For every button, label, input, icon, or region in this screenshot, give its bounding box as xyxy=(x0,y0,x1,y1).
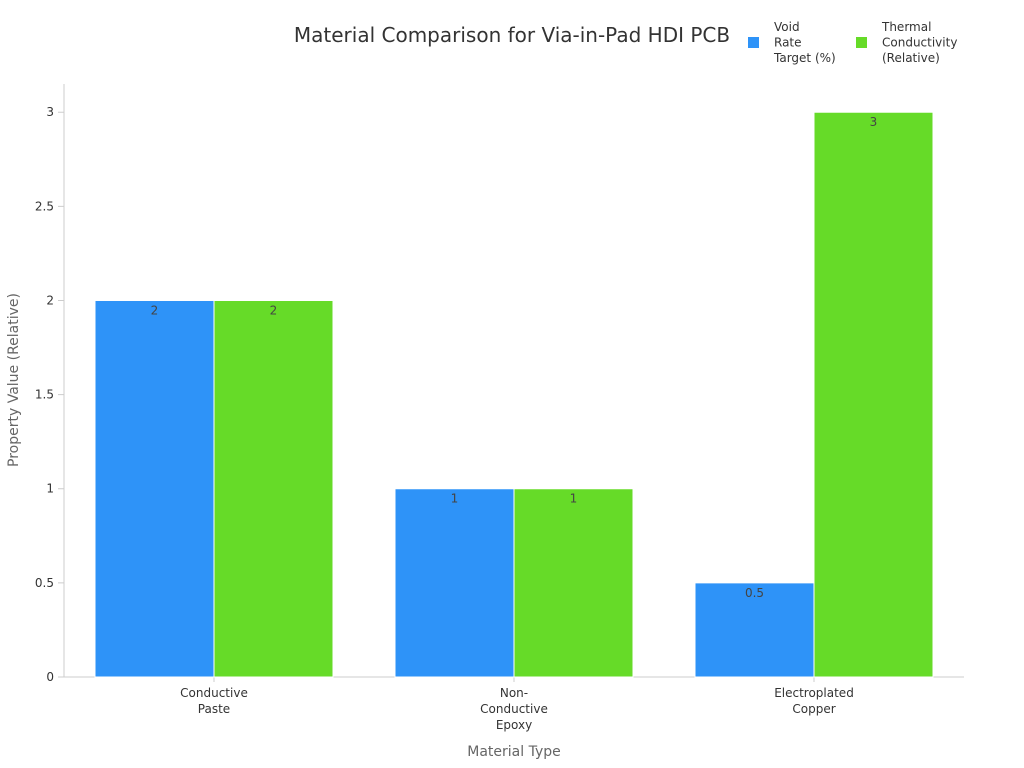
legend-label: Void Rate Target (%) xyxy=(773,20,836,65)
bar-data-labels: 2 2 1 1 0.5 3 xyxy=(151,115,878,600)
data-label-series-1-category-0: 2 xyxy=(270,303,278,317)
y-axis-title: Property Value (Relative) xyxy=(6,293,22,467)
x-tick-label-line: Paste xyxy=(198,702,230,716)
y-tick-label: 1 xyxy=(46,482,54,496)
data-label-series-0-category-1: 1 xyxy=(451,492,459,506)
y-tick-label: 2 xyxy=(46,293,54,307)
y-tick-label: 2.5 xyxy=(35,199,54,213)
x-axis-title: Material Type xyxy=(467,744,560,760)
legend-label-line: Void xyxy=(774,20,800,34)
legend-item-series-1[interactable]: Thermal Conductivity (Relative) xyxy=(856,20,957,65)
legend-label-line: Target (%) xyxy=(773,51,836,65)
x-tick-label-line: Copper xyxy=(792,702,835,716)
bar-series-1-category-1 xyxy=(513,488,634,678)
legend-label-line: Rate xyxy=(774,36,802,50)
legend-label-line: Thermal xyxy=(881,20,931,34)
x-tick-label: Conductive Paste xyxy=(180,686,248,716)
x-tick-label: Electroplated Copper xyxy=(774,686,854,716)
legend-label-line: Conductivity xyxy=(882,36,957,50)
y-tick-label: 0 xyxy=(46,670,54,684)
legend: Void Rate Target (%) Thermal Conductivity (Re… xyxy=(748,20,957,65)
bar-series-1-category-0 xyxy=(213,299,334,678)
legend-label: Thermal Conductivity (Relative) xyxy=(881,20,957,65)
x-tick-label-line: Non- xyxy=(500,686,528,700)
legend-item-series-0[interactable]: Void Rate Target (%) xyxy=(748,20,836,65)
y-tick-label: 3 xyxy=(46,105,54,119)
y-axis-ticks: 0 0.5 1 1.5 2 2.5 3 xyxy=(35,105,64,684)
bar-series-1-category-2 xyxy=(813,111,934,678)
x-tick-label-line: Conductive xyxy=(180,686,248,700)
data-label-series-0-category-2: 0.5 xyxy=(745,586,764,600)
x-tick-label-line: Epoxy xyxy=(496,718,532,732)
y-axis: 0 0.5 1 1.5 2 2.5 3 xyxy=(35,84,65,684)
bar-series-0-category-1 xyxy=(394,488,515,678)
bar-series-0-category-2 xyxy=(694,582,815,678)
chart-title: Material Comparison for Via-in-Pad HDI P… xyxy=(294,23,730,47)
legend-swatch xyxy=(748,37,759,48)
x-axis-ticks: Conductive Paste Non- Conductive Epoxy Electr… xyxy=(180,677,854,732)
bar-series-0-category-0 xyxy=(94,299,215,678)
data-label-series-0-category-0: 2 xyxy=(151,303,159,317)
data-label-series-1-category-1: 1 xyxy=(570,492,578,506)
x-tick-label-line: Electroplated xyxy=(774,686,854,700)
x-tick-label-line: Conductive xyxy=(480,702,548,716)
legend-swatch xyxy=(856,37,867,48)
y-tick-label: 1.5 xyxy=(35,388,54,402)
data-label-series-1-category-2: 3 xyxy=(870,115,878,129)
x-tick-label: Non- Conductive Epoxy xyxy=(480,686,548,732)
legend-label-line: (Relative) xyxy=(882,51,940,65)
x-axis: Conductive Paste Non- Conductive Epoxy Electr… xyxy=(64,676,964,732)
bars xyxy=(94,111,934,678)
y-tick-label: 0.5 xyxy=(35,576,54,590)
